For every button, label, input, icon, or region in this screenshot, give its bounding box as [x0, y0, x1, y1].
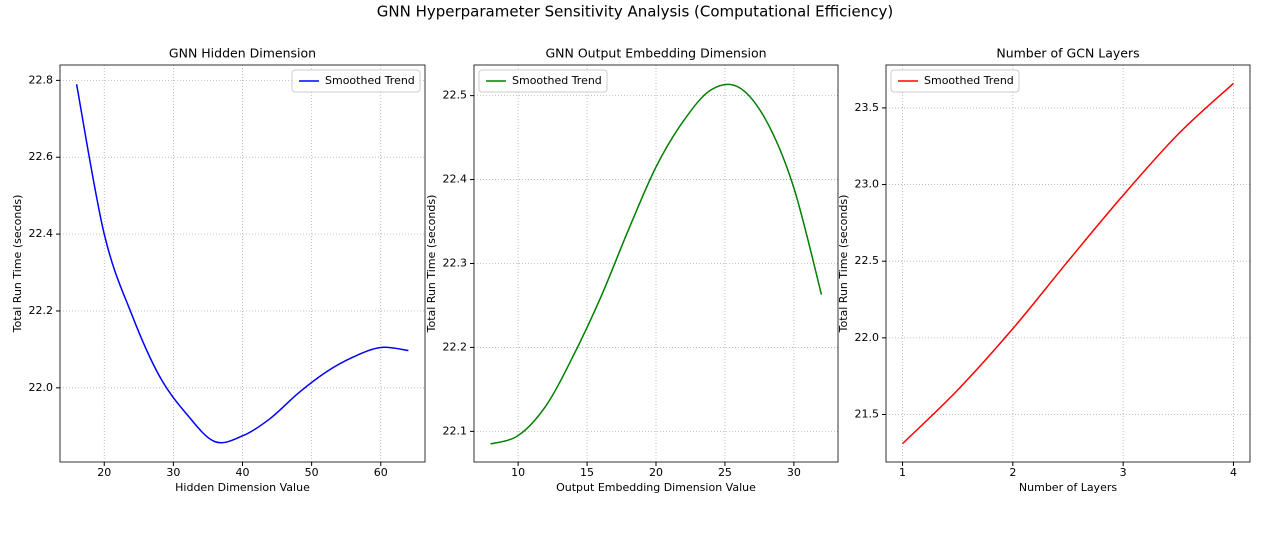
- figure-title: GNN Hyperparameter Sensitivity Analysis …: [377, 3, 893, 21]
- x-axis-label: Output Embedding Dimension Value: [556, 481, 756, 494]
- legend-box: [291, 69, 421, 93]
- y-tick-label: 22.4: [29, 227, 54, 240]
- y-tick-label: 22.2: [443, 340, 468, 353]
- y-tick-label: 22.4: [443, 173, 468, 186]
- x-tick-label: 40: [236, 466, 250, 479]
- y-axis-label: Total Run Time (seconds): [425, 195, 438, 334]
- y-tick-label: 23.5: [855, 101, 880, 114]
- y-tick-label: 22.0: [855, 331, 880, 344]
- x-tick-label: 2: [1009, 466, 1016, 479]
- x-tick-label: 20: [97, 466, 111, 479]
- y-tick-label: 23.0: [855, 178, 880, 191]
- x-axis-label: Number of Layers: [1019, 481, 1117, 494]
- axes-frame: [59, 64, 426, 463]
- x-tick-label: 10: [511, 466, 525, 479]
- x-tick-label: 20: [649, 466, 663, 479]
- axes-frame: [473, 64, 839, 463]
- y-tick-label: 22.2: [29, 304, 54, 317]
- subplot-title: Number of GCN Layers: [996, 46, 1139, 61]
- subplot-title: GNN Output Embedding Dimension: [545, 46, 766, 61]
- y-tick-label: 21.5: [855, 407, 880, 420]
- x-tick-label: 1: [899, 466, 906, 479]
- y-tick-label: 22.5: [443, 89, 468, 102]
- legend-box: [478, 69, 608, 93]
- y-tick-label: 22.3: [443, 257, 468, 270]
- x-tick-label: 50: [305, 466, 319, 479]
- x-tick-label: 30: [787, 466, 801, 479]
- x-tick-label: 3: [1120, 466, 1127, 479]
- legend-box: [890, 69, 1020, 93]
- x-tick-label: 60: [374, 466, 388, 479]
- y-tick-label: 22.1: [443, 424, 468, 437]
- x-tick-label: 15: [580, 466, 594, 479]
- legend-label: Smoothed Trend: [512, 74, 602, 87]
- x-tick-label: 4: [1230, 466, 1237, 479]
- legend-label: Smoothed Trend: [325, 74, 415, 87]
- y-axis-label: Total Run Time (seconds): [11, 195, 24, 334]
- x-axis-label: Hidden Dimension Value: [175, 481, 310, 494]
- subplot-title: GNN Hidden Dimension: [169, 46, 316, 61]
- axes-frame: [885, 64, 1251, 463]
- y-tick-label: 22.5: [855, 254, 880, 267]
- x-tick-label: 30: [166, 466, 180, 479]
- y-tick-label: 22.6: [29, 150, 54, 163]
- trend-line: [75, 84, 409, 444]
- y-tick-label: 22.0: [29, 381, 54, 394]
- y-tick-label: 22.8: [29, 73, 54, 86]
- legend-label: Smoothed Trend: [924, 74, 1014, 87]
- trend-line: [490, 83, 823, 445]
- x-tick-label: 25: [718, 466, 732, 479]
- y-axis-label: Total Run Time (seconds): [837, 195, 850, 334]
- trend-line: [902, 82, 1234, 445]
